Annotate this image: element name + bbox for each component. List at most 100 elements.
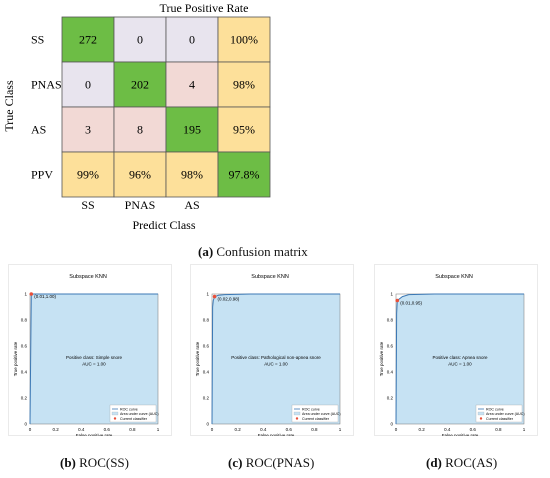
roc-annotation: AUC = 1.00 bbox=[264, 362, 288, 367]
roc-current-classifier-label: (0.02,0.98) bbox=[218, 297, 240, 302]
roc-y-tick: 0.8 bbox=[21, 318, 28, 323]
cm-cell-value: 97.8% bbox=[229, 168, 260, 182]
roc-y-tick: 0.6 bbox=[21, 344, 28, 349]
cm-cell bbox=[113, 151, 167, 198]
roc-current-classifier-point bbox=[395, 298, 400, 303]
roc-legend-area-swatch bbox=[111, 411, 119, 416]
cm-cell bbox=[113, 61, 167, 108]
cm-cell-value: 98% bbox=[181, 168, 203, 182]
roc-current-classifier-label: (0.01,1.00) bbox=[34, 294, 56, 299]
roc-legend-area-swatch bbox=[477, 411, 485, 416]
roc-legend-curve: ROC curve bbox=[120, 407, 138, 411]
cm-row-label: PNAS bbox=[31, 78, 62, 92]
cm-cell-value: 195 bbox=[183, 123, 201, 137]
roc-annotation: AUC = 1.00 bbox=[82, 362, 106, 367]
caption-a-letter: (a) bbox=[198, 244, 214, 259]
cm-col-label: SS bbox=[81, 198, 94, 212]
cm-cell-value: 96% bbox=[129, 168, 151, 182]
roc-chart-pnas: Subspace KNN 0 0.2 0.4 0.6 0.8 1 0 0.2 0.4 0.6 0.8 1… bbox=[190, 264, 354, 436]
roc-x-tick: 0.2 bbox=[418, 427, 425, 432]
roc-y-tick: 0.8 bbox=[203, 318, 210, 323]
roc-x-tick: 0.8 bbox=[495, 427, 502, 432]
roc-curve-line bbox=[395, 293, 524, 425]
roc-legend-current: Current classifier bbox=[302, 417, 330, 421]
roc-x-tick: 0.6 bbox=[286, 427, 293, 432]
cm-cell bbox=[165, 16, 219, 63]
roc-x-tick: 0.2 bbox=[234, 427, 241, 432]
roc-legend bbox=[291, 404, 339, 423]
cm-x-label: Predict Class bbox=[133, 218, 196, 232]
roc-legend-curve: ROC curve bbox=[486, 407, 504, 411]
cm-cell bbox=[217, 61, 271, 108]
cm-cell-value: 95% bbox=[233, 123, 255, 137]
roc-x-label: False positive rate bbox=[442, 433, 479, 436]
cm-cell-value: 4 bbox=[189, 78, 195, 92]
cm-col-label: PNAS bbox=[125, 198, 156, 212]
roc-y-tick: 0 bbox=[24, 422, 27, 427]
cm-cell-value: 272 bbox=[79, 33, 97, 47]
caption-c: (c) ROC(PNAS) bbox=[228, 455, 314, 471]
roc-y-tick: 0 bbox=[206, 422, 209, 427]
roc-x-tick: 0 bbox=[395, 427, 398, 432]
cm-cell-value: 99% bbox=[77, 168, 99, 182]
roc-auc-area bbox=[30, 294, 158, 424]
roc-curve-line bbox=[211, 293, 340, 425]
caption-c-letter: (c) bbox=[228, 455, 243, 470]
cm-cell bbox=[217, 16, 271, 63]
roc-y-tick: 0.8 bbox=[387, 318, 394, 323]
roc-current-classifier-label: (0.01,0.95) bbox=[400, 301, 422, 306]
caption-b: (b) ROC(SS) bbox=[60, 455, 129, 471]
roc-x-tick: 0.4 bbox=[78, 427, 85, 432]
roc-annotation: Positive class: Simple snore bbox=[66, 355, 123, 360]
roc-x-label: False positive rate bbox=[76, 433, 113, 436]
roc-y-tick: 0.2 bbox=[387, 396, 394, 401]
roc-y-label: True positive rate bbox=[195, 341, 200, 376]
cm-cell-value: 3 bbox=[85, 123, 91, 137]
roc-y-tick: 0 bbox=[390, 422, 393, 427]
roc-auc-area bbox=[396, 294, 524, 424]
cm-cell-value: 8 bbox=[137, 123, 143, 137]
caption-a-text: Confusion matrix bbox=[216, 244, 308, 259]
roc-y-tick: 0.2 bbox=[203, 396, 210, 401]
roc-legend-marker-swatch bbox=[295, 417, 299, 420]
caption-b-letter: (b) bbox=[60, 455, 76, 470]
roc-legend-area: Area under curve (AUC) bbox=[120, 412, 159, 416]
roc-x-tick: 0.6 bbox=[104, 427, 111, 432]
cm-row-label: SS bbox=[31, 33, 44, 47]
roc-y-tick: 0.6 bbox=[203, 344, 210, 349]
roc-legend-current: Current classifier bbox=[486, 417, 514, 421]
cm-cell bbox=[113, 16, 167, 63]
cm-cell bbox=[217, 151, 271, 198]
roc-annotation: Positive class: Apnea snore bbox=[432, 355, 488, 360]
cm-col-label: AS bbox=[184, 198, 199, 212]
roc-y-tick: 0.6 bbox=[387, 344, 394, 349]
cm-top-label: True Positive Rate bbox=[160, 1, 249, 15]
roc-x-tick: 0.8 bbox=[129, 427, 136, 432]
caption-d-letter: (d) bbox=[426, 455, 442, 470]
roc-x-tick: 1 bbox=[157, 427, 160, 432]
cm-y-label: True Class bbox=[2, 80, 16, 132]
roc-y-tick: 1 bbox=[206, 292, 209, 297]
caption-d: (d) ROC(AS) bbox=[426, 455, 497, 471]
roc-x-tick: 0 bbox=[211, 427, 214, 432]
roc-current-classifier-point bbox=[29, 292, 34, 296]
roc-chart-as: Subspace KNN 0 0.2 0.4 0.6 0.8 1 0 0.2 0.4 0.6 0.8 1… bbox=[374, 264, 538, 436]
roc-legend-current: Current classifier bbox=[120, 417, 148, 421]
roc-x-tick: 1 bbox=[523, 427, 526, 432]
roc-y-tick: 0.4 bbox=[203, 370, 210, 375]
roc-chart-ss: Subspace KNN 0 0.2 0.4 0.6 0.8 1 0 0.2 0.4 0.6 0.8 1… bbox=[8, 264, 172, 436]
roc-y-label: True positive rate bbox=[13, 341, 18, 376]
roc-y-tick: 0.4 bbox=[387, 370, 394, 375]
roc-title: Subspace KNN bbox=[251, 274, 289, 280]
cm-cell bbox=[113, 106, 167, 153]
roc-current-classifier-point bbox=[212, 294, 217, 299]
cm-cell-value: 0 bbox=[189, 33, 195, 47]
caption-d-text: ROC(AS) bbox=[445, 455, 498, 470]
caption-b-text: ROC(SS) bbox=[79, 455, 129, 470]
caption-c-text: ROC(PNAS) bbox=[245, 455, 315, 470]
cm-cell-value: 0 bbox=[85, 78, 91, 92]
roc-y-tick: 0.4 bbox=[21, 370, 28, 375]
roc-y-label: True positive rate bbox=[379, 341, 384, 376]
roc-title: Subspace KNN bbox=[69, 274, 107, 280]
caption-a: (a) Confusion matrix bbox=[198, 244, 308, 260]
